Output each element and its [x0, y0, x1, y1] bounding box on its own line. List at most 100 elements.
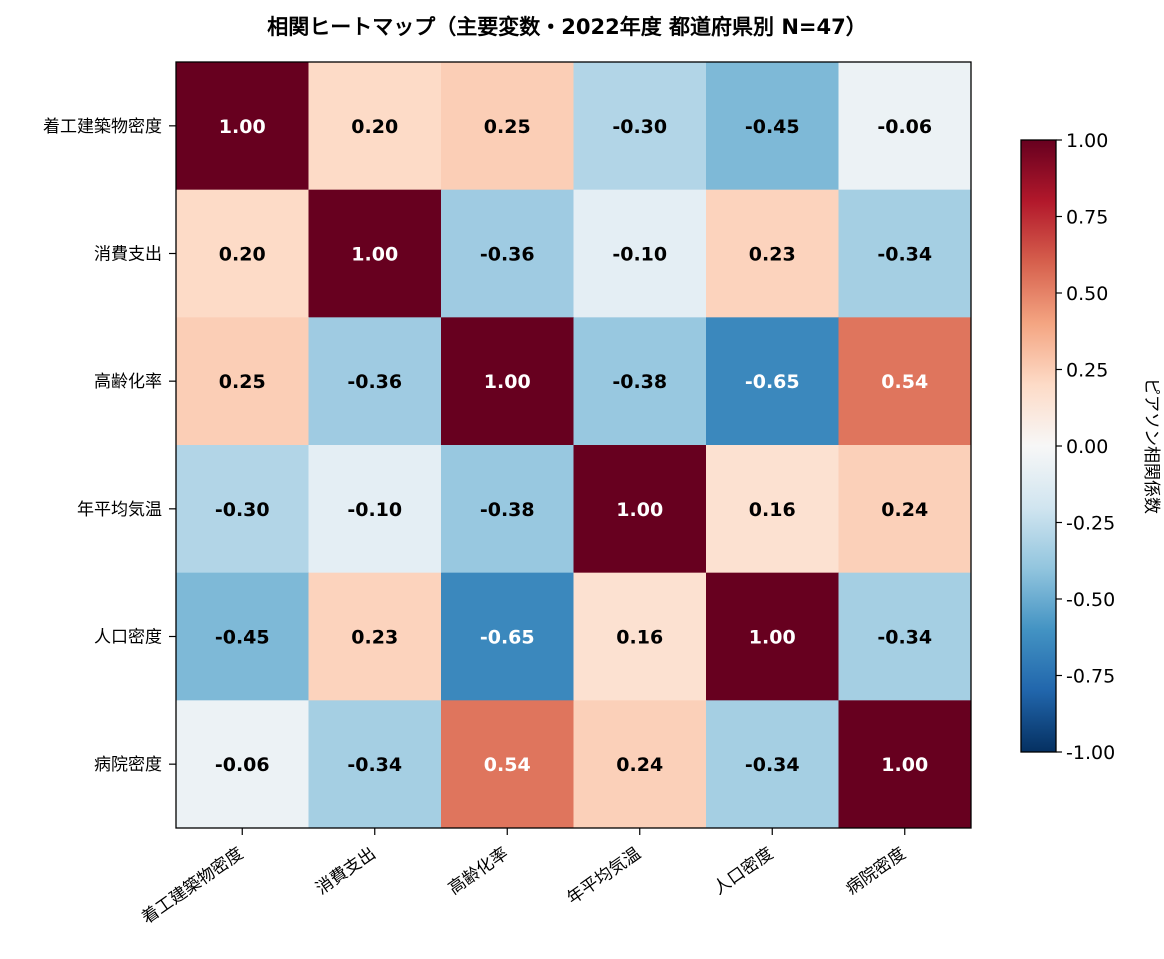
heatmap-cell — [838, 700, 972, 829]
cell-value-label: -0.10 — [347, 499, 402, 521]
chart-title: 相関ヒートマップ（主要変数・2022年度 都道府県別 N=47） — [267, 15, 866, 39]
x-axis: 着工建築物密度 消費支出 高齢化率 年平均気温 人口密度 病院密度 — [138, 828, 910, 929]
colorbar-tick-label: -1.00 — [1066, 742, 1115, 764]
x-tick-label: 着工建築物密度 — [138, 844, 247, 929]
colorbar-tick-label: 0.75 — [1066, 207, 1108, 229]
x-tick-label: 人口密度 — [710, 844, 777, 899]
y-tick-label: 年平均気温 — [77, 500, 162, 520]
heatmap-cell — [308, 700, 442, 829]
heatmap-cell — [573, 445, 707, 574]
cell-value-label: 1.00 — [881, 754, 928, 776]
cell-value-label: -0.06 — [877, 116, 932, 138]
colorbar-tick-label: 0.00 — [1066, 436, 1108, 458]
heatmap-cell — [706, 700, 839, 829]
heatmap-cell — [573, 572, 707, 701]
cell-value-label: 0.25 — [484, 116, 531, 138]
cell-value-label: -0.34 — [347, 754, 402, 776]
cell-value-label: 1.00 — [219, 116, 266, 138]
heatmap-cell — [706, 189, 839, 318]
cell-value-label: 0.24 — [881, 499, 928, 521]
cell-value-label: 0.54 — [484, 754, 531, 776]
y-tick-label: 着工建築物密度 — [43, 117, 162, 137]
heatmap-cell — [176, 572, 309, 701]
cell-value-label: -0.34 — [877, 244, 932, 266]
x-tick-label: 病院密度 — [842, 844, 909, 899]
heatmap-cell — [441, 700, 574, 829]
heatmap-cell — [308, 62, 442, 191]
colorbar-tick-label: 1.00 — [1066, 130, 1108, 152]
x-tick-label: 消費支出 — [312, 844, 379, 899]
cell-value-label: -0.45 — [745, 116, 800, 138]
cell-value-label: -0.65 — [745, 371, 800, 393]
colorbar-gradient — [1021, 140, 1056, 752]
heatmap-cell — [176, 700, 309, 829]
cell-value-label: 0.16 — [616, 627, 663, 649]
cell-value-label: -0.10 — [612, 244, 667, 266]
x-tick-label: 高齢化率 — [445, 844, 512, 899]
heatmap-cell — [441, 572, 574, 701]
heatmap-cell — [176, 445, 309, 574]
cell-value-label: -0.38 — [612, 371, 667, 393]
x-tick-label: 年平均気温 — [564, 844, 645, 909]
y-tick-label: 消費支出 — [94, 245, 162, 265]
heatmap-cell — [573, 189, 707, 318]
heatmap-cell — [441, 445, 574, 574]
cell-value-label: -0.30 — [612, 116, 667, 138]
heatmap-cell — [706, 317, 839, 446]
cell-value-label: -0.65 — [480, 627, 535, 649]
heatmap-cell — [441, 317, 574, 446]
cell-value-label: 0.24 — [616, 754, 663, 776]
heatmap-cell — [308, 189, 442, 318]
colorbar-tick-label: -0.25 — [1066, 513, 1115, 535]
heatmap-cell — [838, 62, 972, 191]
colorbar-tick-label: -0.50 — [1066, 589, 1115, 611]
heatmap-cell — [176, 317, 309, 446]
heatmap-cell — [308, 572, 442, 701]
cell-value-label: 0.20 — [219, 244, 266, 266]
cell-value-label: 1.00 — [616, 499, 663, 521]
cell-value-label: 1.00 — [484, 371, 531, 393]
y-tick-label: 人口密度 — [94, 628, 162, 648]
heatmap-cell — [838, 572, 972, 701]
heatmap-cell — [176, 189, 309, 318]
colorbar-tick-label: -0.75 — [1066, 666, 1115, 688]
heatmap-cell — [573, 317, 707, 446]
heatmap-cell — [441, 62, 574, 191]
heatmap-cell — [838, 445, 972, 574]
heatmap-cell — [838, 189, 972, 318]
y-tick-label: 高齢化率 — [94, 372, 162, 392]
cell-value-label: 1.00 — [351, 244, 398, 266]
cell-value-label: 0.25 — [219, 371, 266, 393]
cell-value-label: 1.00 — [749, 627, 796, 649]
cell-value-label: -0.34 — [877, 627, 932, 649]
cell-value-label: 0.23 — [351, 627, 398, 649]
heatmap-cell — [308, 317, 442, 446]
heatmap-cell — [838, 317, 972, 446]
heatmap-cell — [706, 572, 839, 701]
heatmap-cells — [176, 62, 972, 829]
colorbar-tick-label: 0.50 — [1066, 283, 1108, 305]
cell-value-label: 0.16 — [749, 499, 796, 521]
plot-frame — [175, 61, 972, 829]
colorbar: 1.00 0.75 0.50 0.25 0.00 -0.25 -0.50 -0.75 -1.00… — [1020, 130, 1161, 764]
cell-value-label: -0.06 — [215, 754, 270, 776]
cell-value-label: -0.45 — [215, 627, 270, 649]
colorbar-tick-label: 0.25 — [1066, 360, 1108, 382]
cell-value-label: -0.38 — [480, 499, 535, 521]
heatmap-cell — [706, 445, 839, 574]
cell-value-label: -0.36 — [480, 244, 535, 266]
cell-value-label: 0.23 — [749, 244, 796, 266]
cell-value-label: -0.36 — [347, 371, 402, 393]
heatmap-cell — [573, 700, 707, 829]
cell-value-label: -0.30 — [215, 499, 270, 521]
heatmap-cell — [308, 445, 442, 574]
y-tick-label: 病院密度 — [94, 755, 162, 775]
cell-value-label: 0.54 — [881, 371, 928, 393]
colorbar-label: ピアソン相関係数 — [1141, 378, 1161, 514]
heatmap-cell — [573, 62, 707, 191]
heatmap-value-labels: 1.00 0.20 0.25 -0.30 -0.45 -0.06 0.20 1.00 -0.36… — [215, 116, 932, 776]
colorbar-ticks: 1.00 0.75 0.50 0.25 0.00 -0.25 -0.50 -0.75 -1.00 — [1056, 130, 1115, 764]
heatmap-cell — [441, 189, 574, 318]
